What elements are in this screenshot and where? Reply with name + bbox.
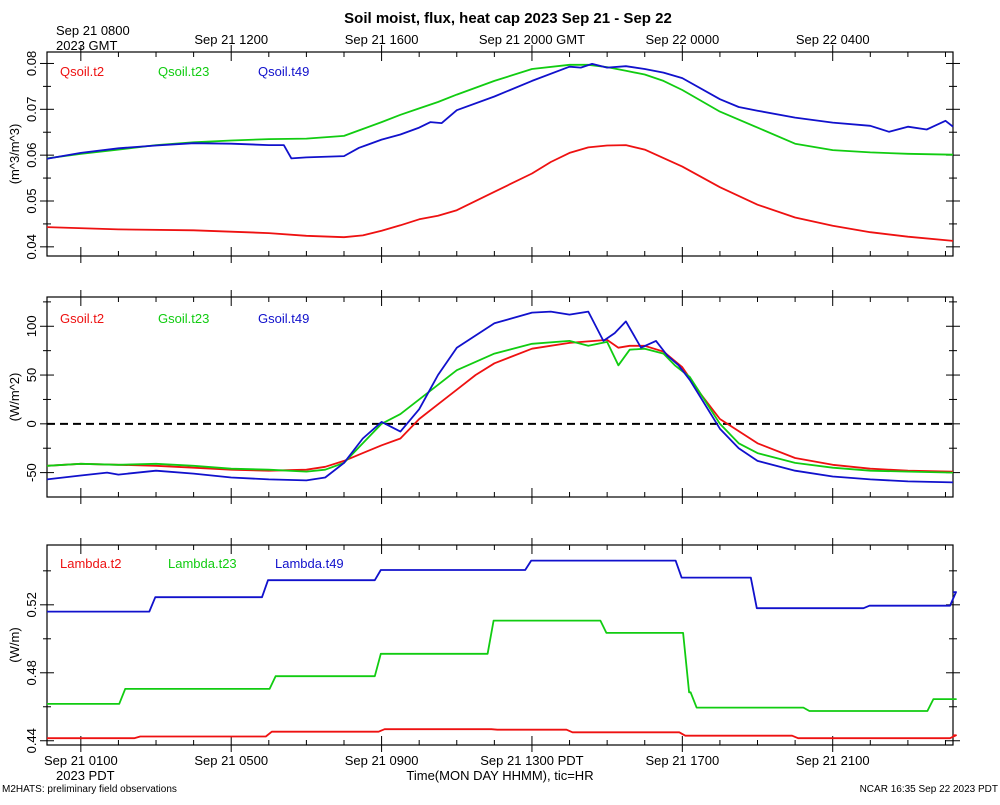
footer-right: NCAR 16:35 Sep 22 2023 PDT [860, 784, 998, 795]
bottom-axis-tick-label: Sep 21 1300 PDT [480, 753, 583, 768]
plot-frame [46, 544, 954, 746]
series-line-lambda-t2 [47, 728, 957, 740]
y-tick-label: 0.05 [24, 188, 39, 213]
bottom-axis-tick-label: Sep 21 2100 [796, 753, 870, 768]
y-tick-label: 0.04 [24, 234, 39, 259]
legend-qsoil-t2: Qsoil.t2 [60, 64, 104, 79]
series-line-gsoil-t49 [46, 310, 954, 484]
plot-frame [46, 51, 954, 257]
y-axis-label: (m^3/m^3) [7, 124, 22, 185]
chart-title: Soil moist, flux, heat cap 2023 Sep 21 -… [344, 10, 672, 27]
y-axis-label: (W/m) [7, 627, 22, 662]
legend-gsoil-t49: Gsoil.t49 [258, 311, 309, 326]
bottom-axis-tick-label: Sep 21 0500 [194, 753, 268, 768]
y-tick-label: 0.08 [24, 51, 39, 76]
series-line-gsoil-t2 [46, 339, 954, 473]
top-axis-first-label: Sep 21 0800 [56, 23, 130, 38]
top-axis-tick-label: Sep 22 0000 [645, 32, 719, 47]
y-tick-label: 0.48 [24, 660, 39, 685]
bottom-axis-tick-label: Sep 21 1700 [645, 753, 719, 768]
bottom-axis-tick-label: Sep 21 0900 [345, 753, 419, 768]
x-axis-title: Time(MON DAY HHMM), tic=HR [406, 768, 593, 783]
panel-thermal-conductivity: 0.44 0.48 0.52(W/m) Lambda.t2 Lambda.t23 Lamb… [7, 538, 960, 753]
y-tick-label: 0.52 [24, 592, 39, 617]
y-axis-label: (W/m^2) [7, 373, 22, 422]
bottom-axis-labels: Sep 21 0100 Sep 21 0500 Sep 21 0900 Sep 21 … [44, 753, 870, 768]
legend-qsoil-t23: Qsoil.t23 [158, 64, 209, 79]
series-line-qsoil-t49 [46, 63, 954, 160]
footer-left: M2HATS: preliminary field observations [2, 784, 177, 795]
y-tick-label: 0.44 [24, 728, 39, 753]
y-tick-label: 0 [24, 420, 39, 427]
legend-gsoil-t23: Gsoil.t23 [158, 311, 209, 326]
series-line-lambda-t49 [47, 559, 957, 613]
plot-frame [46, 296, 954, 498]
top-axis-labels: Sep 21 1200 Sep 21 1600 Sep 21 2000 GMT Sep… [194, 32, 869, 47]
series-line-lambda-t23 [47, 619, 957, 712]
series-line-qsoil-t23 [46, 63, 954, 160]
y-tick-label: 100 [24, 315, 39, 337]
legend-lambda-t49: Lambda.t49 [275, 556, 344, 571]
legend-lambda-t23: Lambda.t23 [168, 556, 237, 571]
bottom-axis-tick-label: Sep 21 0100 [44, 753, 118, 768]
top-axis-tick-label: Sep 21 1600 [345, 32, 419, 47]
y-tick-label: 0.06 [24, 142, 39, 167]
panel-soil-heat-flux: -50 0 50 100 (W/m^2) Gsoil.t2 Gsoil.t23 Gsoil.t… [7, 290, 960, 504]
series-line-gsoil-t23 [46, 340, 954, 474]
top-axis-tick-label: Sep 21 2000 GMT [479, 32, 585, 47]
top-axis-tick-label: Sep 22 0400 [796, 32, 870, 47]
top-axis-first-sublabel: 2023 GMT [56, 38, 117, 53]
legend-lambda-t2: Lambda.t2 [60, 556, 121, 571]
panel-soil-moisture: 0.04 0.05 0.06 0.07 0.08 (m^3/m^3) Qsoil.t2 Qso… [7, 45, 960, 263]
legend-gsoil-t2: Gsoil.t2 [60, 311, 104, 326]
y-tick-label: -50 [24, 463, 39, 482]
series-line-qsoil-t2 [46, 144, 954, 242]
y-tick-label: 50 [24, 368, 39, 382]
top-axis-tick-label: Sep 21 1200 [194, 32, 268, 47]
legend-qsoil-t49: Qsoil.t49 [258, 64, 309, 79]
bottom-axis-first-sublabel: 2023 PDT [56, 768, 115, 783]
y-tick-label: 0.07 [24, 97, 39, 122]
